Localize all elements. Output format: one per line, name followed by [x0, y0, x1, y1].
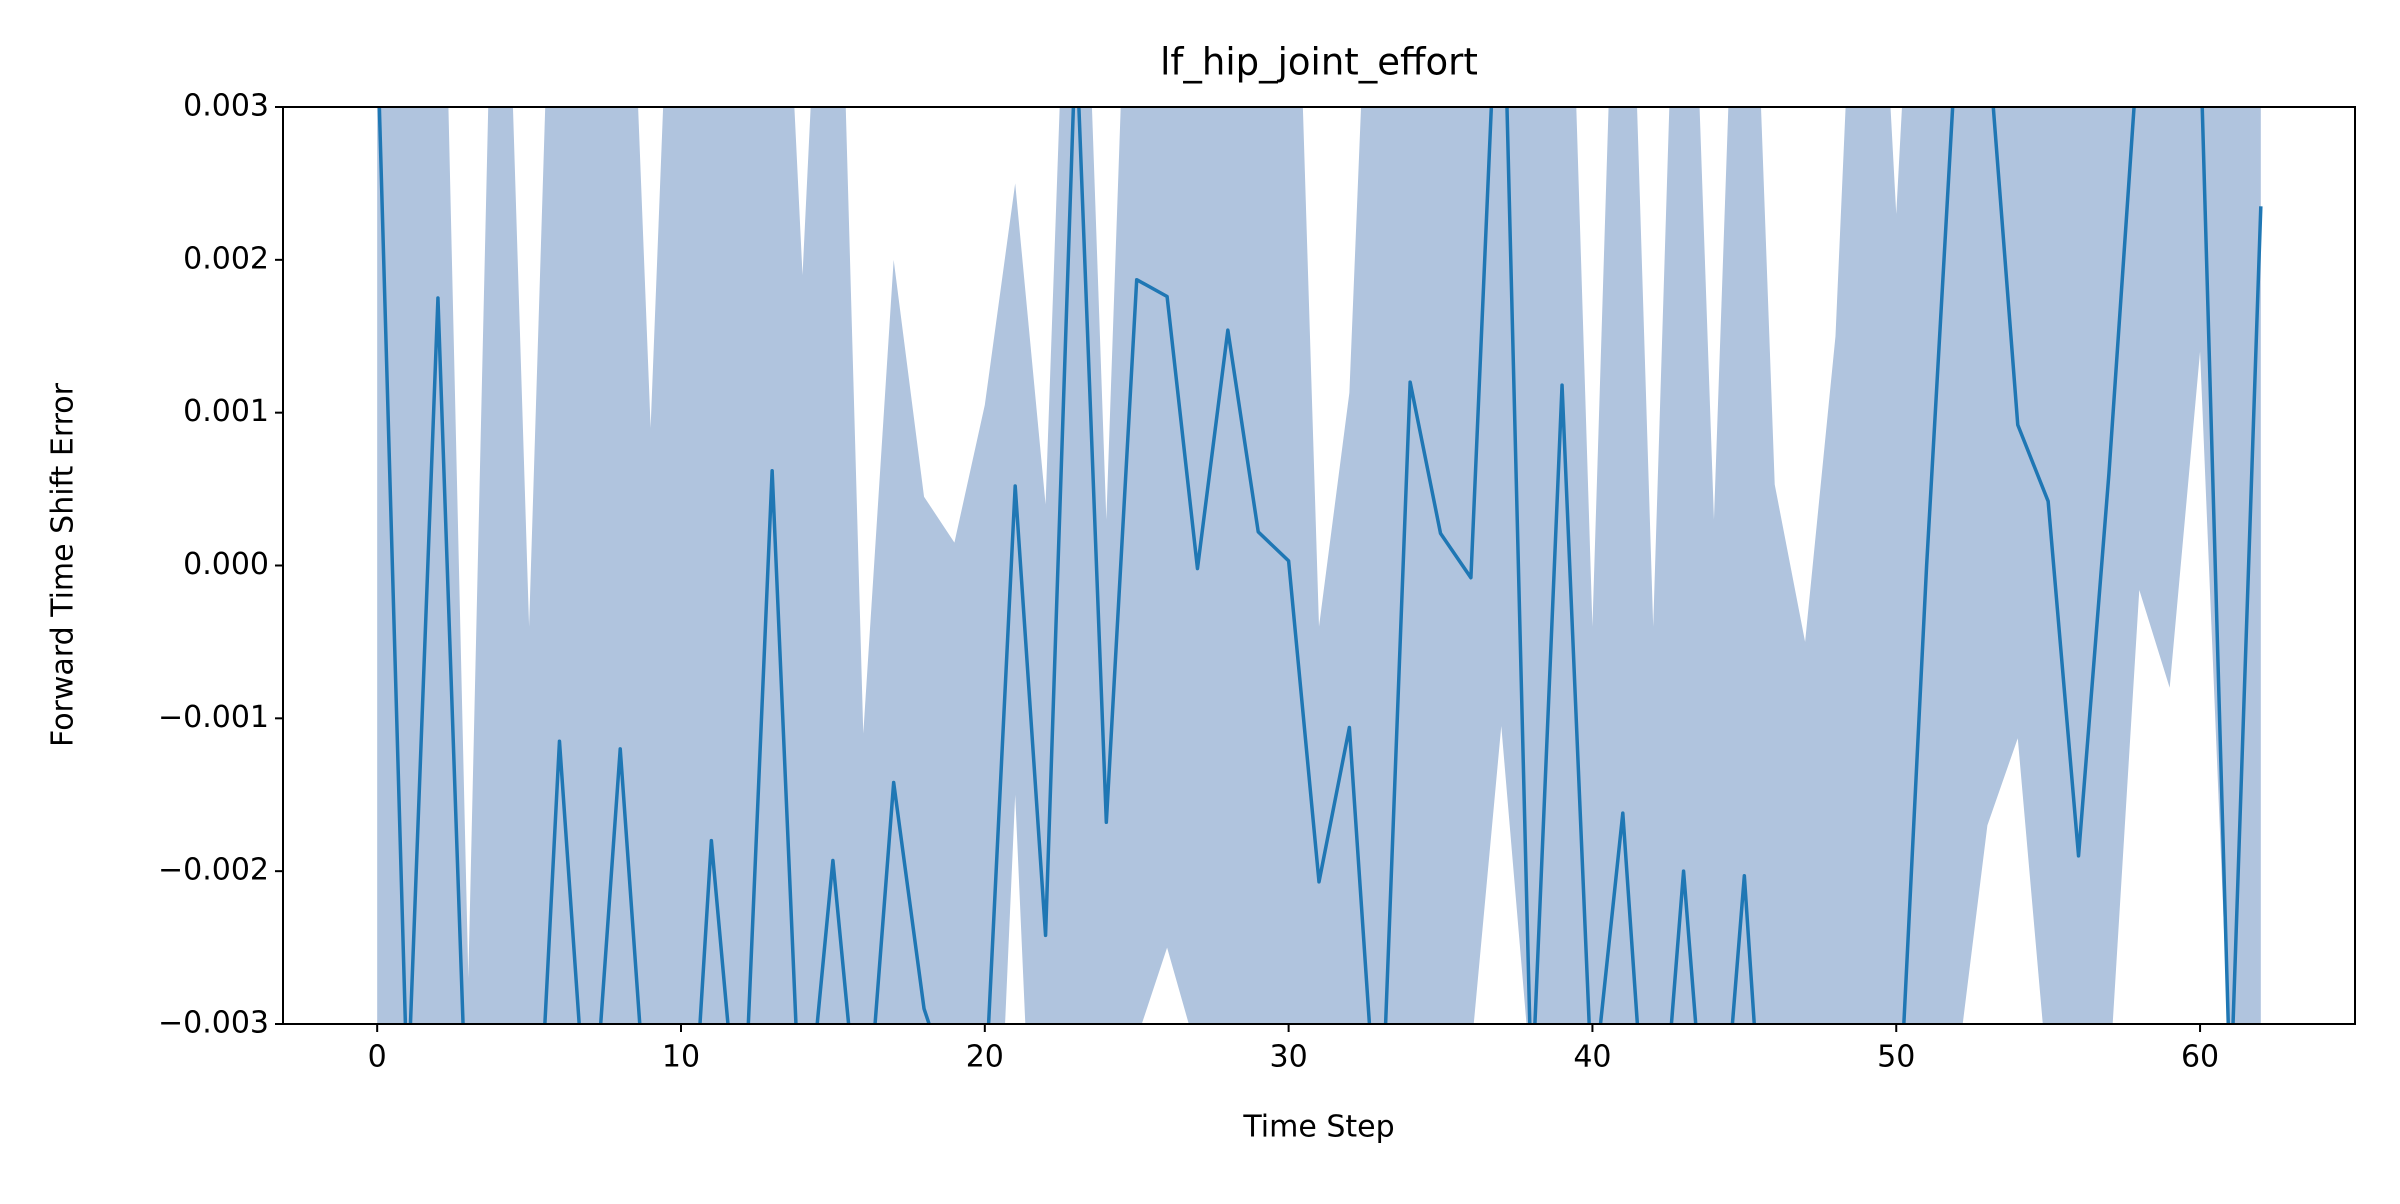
y-tick-label: 0.003 — [183, 89, 269, 124]
y-tick-label: 0.001 — [183, 394, 269, 429]
x-tick-label: 0 — [368, 1040, 387, 1075]
data-line — [377, 107, 2263, 1024]
x-tick-label: 10 — [662, 1040, 700, 1075]
x-tick-label: 40 — [1573, 1040, 1611, 1075]
x-tick-label: 30 — [1270, 1040, 1308, 1075]
chart-title: lf_hip_joint_effort — [1160, 41, 1478, 84]
y-tick-label: 0.000 — [183, 547, 269, 582]
y-axis-label: Forward Time Shift Error — [46, 382, 81, 747]
y-tick-label: −0.001 — [158, 700, 269, 735]
x-tick-label: 50 — [1877, 1040, 1915, 1075]
x-axis-label: Time Step — [1242, 1110, 1394, 1145]
x-tick-label: 60 — [2181, 1040, 2219, 1075]
plot-area — [377, 107, 2263, 1024]
y-tick-label: −0.002 — [158, 853, 269, 888]
x-tick-label: 20 — [966, 1040, 1004, 1075]
band-area — [377, 107, 2261, 1024]
y-tick-label: −0.003 — [158, 1006, 269, 1041]
y-tick-label: 0.002 — [183, 241, 269, 276]
